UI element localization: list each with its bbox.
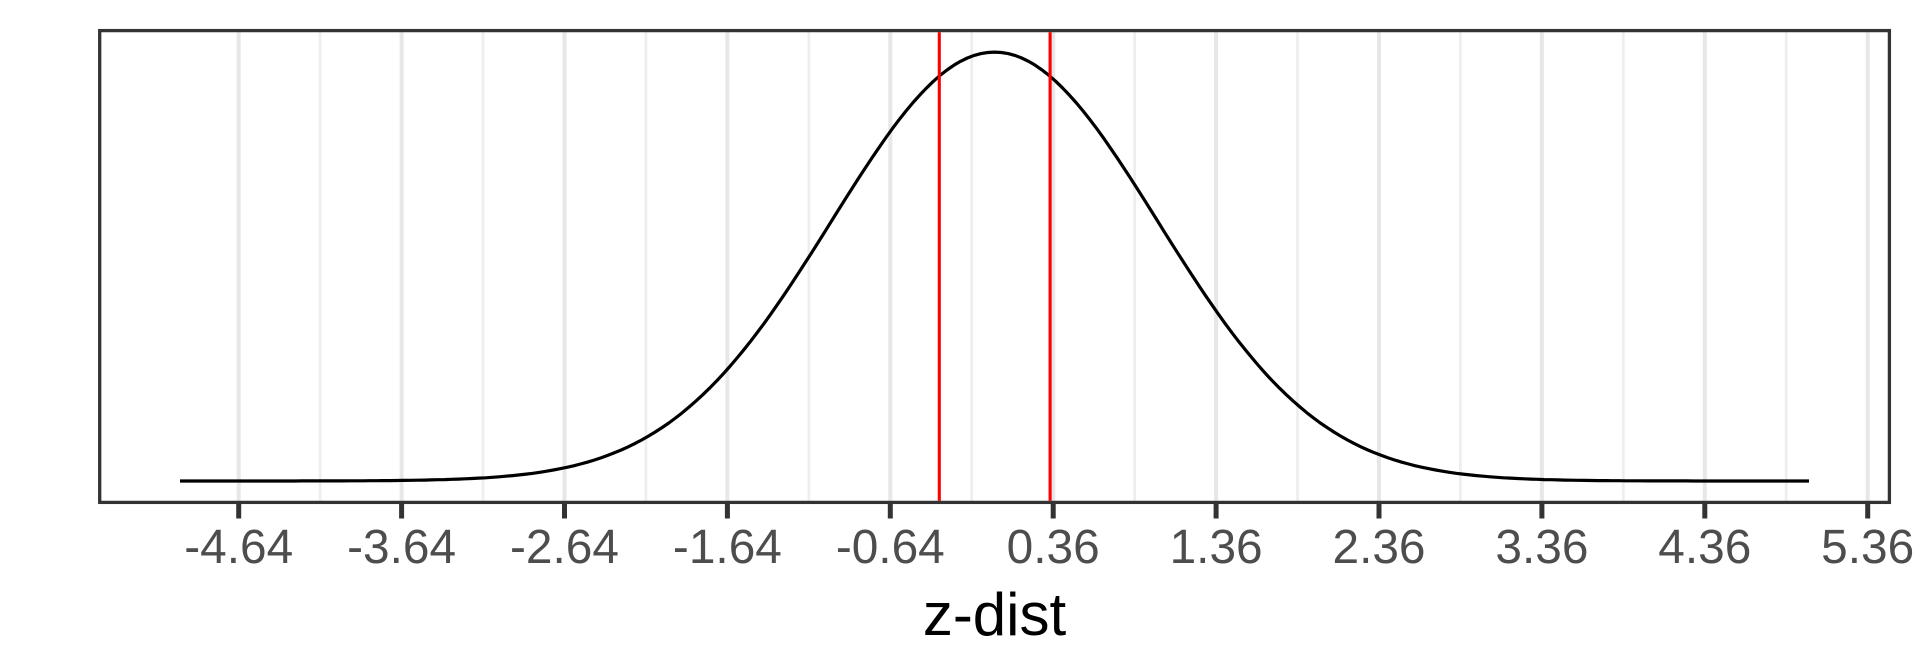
svg-text:3.36: 3.36: [1495, 521, 1588, 574]
svg-text:z-dist: z-dist: [923, 581, 1067, 648]
svg-text:0.36: 0.36: [1007, 521, 1100, 574]
svg-text:5.36: 5.36: [1821, 521, 1914, 574]
svg-text:-1.64: -1.64: [673, 521, 782, 574]
svg-text:1.36: 1.36: [1170, 521, 1263, 574]
svg-text:-2.64: -2.64: [510, 521, 619, 574]
svg-text:-4.64: -4.64: [184, 521, 293, 574]
svg-text:-0.64: -0.64: [836, 521, 945, 574]
svg-text:4.36: 4.36: [1658, 521, 1751, 574]
svg-text:-3.64: -3.64: [347, 521, 456, 574]
svg-text:2.36: 2.36: [1332, 521, 1425, 574]
